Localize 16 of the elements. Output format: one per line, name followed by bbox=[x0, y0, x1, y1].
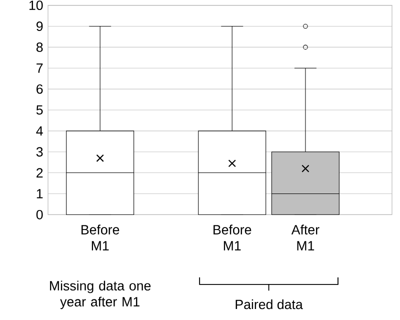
y-tick-label: 8 bbox=[36, 42, 43, 52]
y-tick-label: 3 bbox=[36, 147, 43, 157]
text: Paired data bbox=[236, 299, 303, 310]
y-tick-label: 9 bbox=[36, 22, 43, 31]
y-tick-label: 2 bbox=[36, 168, 43, 178]
y-tick-label: 1 bbox=[36, 189, 43, 198]
y-tick-label: 6 bbox=[36, 84, 43, 94]
x-tick-label: After M1 bbox=[291, 224, 320, 250]
y-tick-label: 0 bbox=[36, 210, 43, 220]
text: Missing data one year after M1 bbox=[50, 280, 151, 310]
x-tick-label: Before M1 bbox=[82, 224, 120, 250]
y-tick-label: 5 bbox=[36, 105, 43, 115]
y-tick-label: 7 bbox=[36, 64, 43, 73]
y-tick-label: 10 bbox=[29, 0, 43, 10]
x-tick-label: Before M1 bbox=[214, 224, 252, 250]
y-tick-label: 4 bbox=[36, 126, 43, 136]
